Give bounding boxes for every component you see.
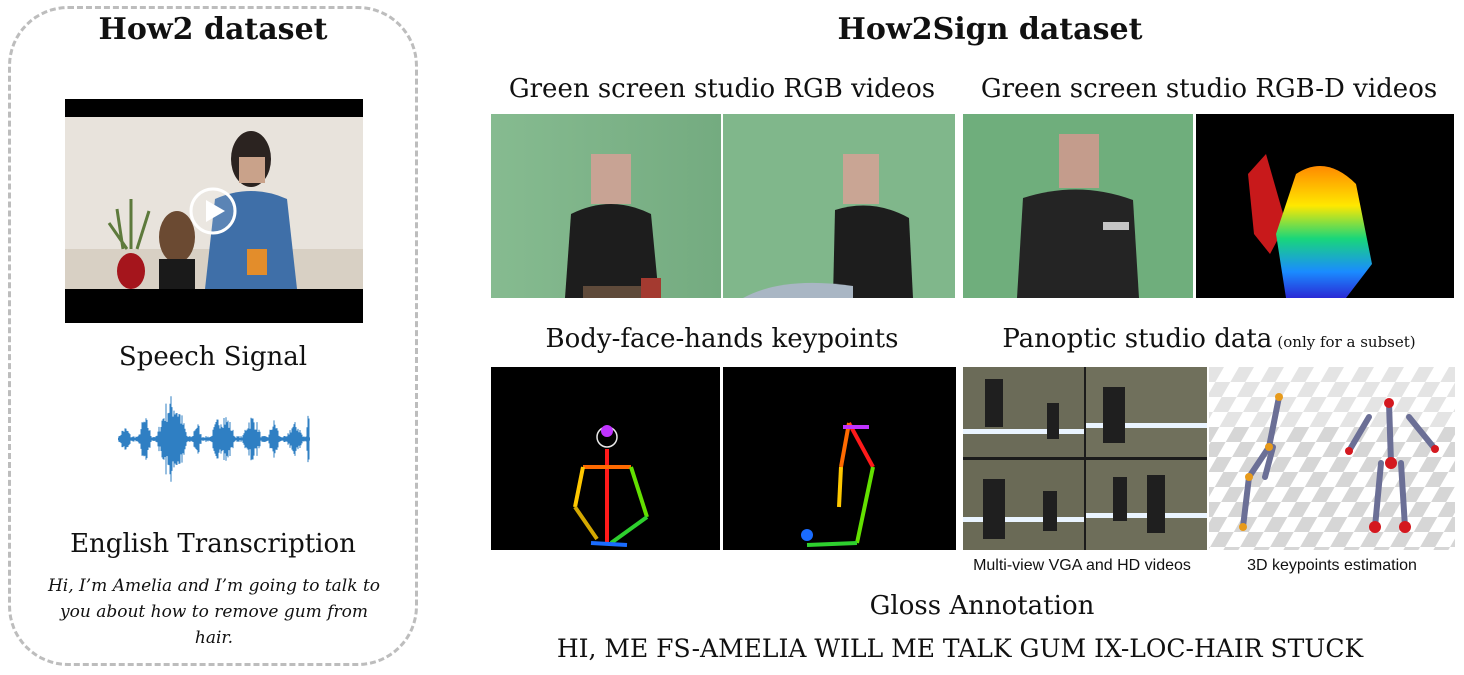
keypoints-label: Body-face-hands keypoints <box>545 324 899 354</box>
keypoints-frame-side <box>723 367 956 550</box>
english-transcription-label: English Transcription <box>70 529 356 559</box>
rgb-videos-label: Green screen studio RGB videos <box>508 74 936 104</box>
gloss-annotation-label: Gloss Annotation <box>869 591 1095 621</box>
panoptic-heading: Panoptic studio data (only for a subset) <box>963 324 1455 354</box>
rgbd-depth-frame <box>1196 114 1454 298</box>
rgb-frame-side <box>723 114 955 298</box>
rgbd-color-frame <box>963 114 1193 298</box>
panoptic-label: Panoptic studio data <box>1002 324 1273 354</box>
multiview-caption: Multi-view VGA and HD videos <box>973 557 1191 574</box>
rgb-frame-front <box>491 114 721 298</box>
rgbd-videos-label: Green screen studio RGB-D videos <box>980 74 1438 104</box>
panoptic-multiview-grid <box>963 367 1207 550</box>
gloss-annotation-text: HI, ME FS-AMELIA WILL ME TALK GUM IX-LOC… <box>556 634 1364 663</box>
keypoints-frame-front <box>491 367 720 550</box>
how2-panel <box>8 6 418 666</box>
speech-signal-label: Speech Signal <box>118 342 308 372</box>
how2-video-thumbnail[interactable] <box>65 99 363 323</box>
speech-waveform <box>118 386 310 492</box>
panoptic-note: (only for a subset) <box>1277 333 1416 351</box>
keypoints-3d-render <box>1209 367 1455 550</box>
english-transcription-text: Hi, I’m Amelia and I’m going to talk to … <box>47 576 381 648</box>
keypoints-3d-caption: 3D keypoints estimation <box>1247 557 1417 574</box>
how2-title: How2 dataset <box>98 12 328 47</box>
how2sign-title: How2Sign dataset <box>837 12 1143 47</box>
